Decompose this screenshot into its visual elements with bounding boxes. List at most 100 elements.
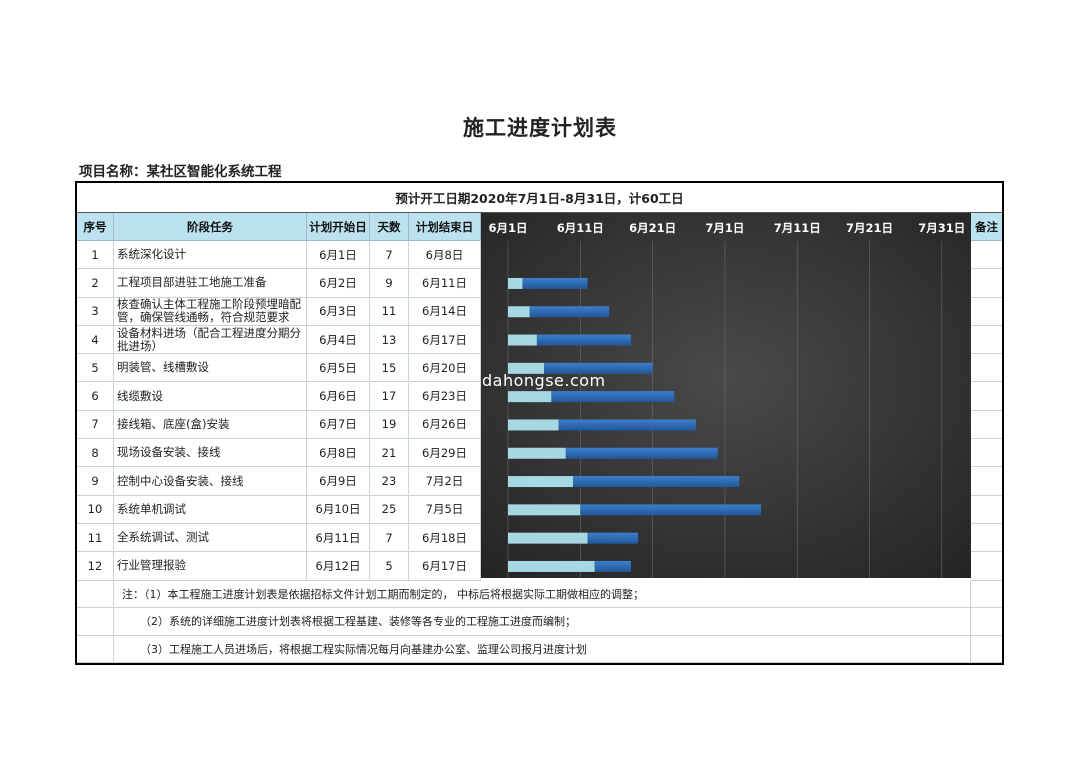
row-4-start: 6月4日 <box>307 325 370 355</box>
note-1-remark <box>971 581 1002 609</box>
row-4-end: 6月17日 <box>409 325 481 355</box>
row-11-no: 11 <box>77 524 114 553</box>
row-3-start: 6月3日 <box>307 297 370 326</box>
row-11-end: 6月18日 <box>409 524 481 553</box>
row-8-no: 8 <box>77 439 114 468</box>
row-5-days: 15 <box>370 354 409 383</box>
bar-duration-11 <box>587 532 639 544</box>
header-start: 计划开始日 <box>307 213 370 241</box>
row-12-end: 6月17日 <box>409 552 481 581</box>
row-1-start: 6月1日 <box>307 241 370 270</box>
bar-offset-8 <box>508 447 566 459</box>
row-1-days: 7 <box>370 241 409 270</box>
bar-duration-12 <box>594 560 631 572</box>
bar-offset-7 <box>508 419 559 431</box>
row-8-start: 6月8日 <box>307 439 370 468</box>
row-12-days: 5 <box>370 552 409 581</box>
row-4-days: 13 <box>370 325 409 355</box>
bar-offset-10 <box>508 504 581 516</box>
row-11-days: 7 <box>370 524 409 553</box>
row-2-days: 9 <box>370 269 409 298</box>
bar-offset-2 <box>508 277 523 289</box>
bar-offset-11 <box>508 532 588 544</box>
row-5-remark <box>971 354 1002 383</box>
row-1-no: 1 <box>77 241 114 270</box>
row-1-task: 系统深化设计 <box>114 241 307 270</box>
project-name: 项目名称：某社区智能化系统工程 <box>79 164 282 180</box>
header-no: 序号 <box>77 213 114 241</box>
schedule-banner: 预计开工日期2020年7月1日-8月31日，计60工日 <box>77 183 1002 213</box>
row-3-task: 核查确认主体工程施工阶段预埋暗配管，确保管线通畅，符合规范要求 <box>114 297 307 326</box>
schedule-table: 预计开工日期2020年7月1日-8月31日，计60工日 序号 阶段任务 计划开始… <box>75 181 1004 665</box>
note-1-spacer <box>77 581 114 609</box>
row-2-no: 2 <box>77 269 114 298</box>
row-5-task: 明装管、线槽敷设 <box>114 354 307 383</box>
row-3-no: 3 <box>77 297 114 326</box>
row-1-end: 6月8日 <box>409 241 481 270</box>
row-7-start: 6月7日 <box>307 410 370 440</box>
bar-duration-3 <box>529 306 610 318</box>
row-9-days: 23 <box>370 467 409 496</box>
row-12-start: 6月12日 <box>307 552 370 581</box>
page-title: 施工进度计划表 <box>463 116 617 140</box>
bar-duration-4 <box>536 334 631 346</box>
row-9-start: 6月9日 <box>307 467 370 496</box>
row-2-end: 6月11日 <box>409 269 481 298</box>
bar-offset-3 <box>508 306 530 318</box>
note-2-spacer <box>77 608 114 636</box>
row-4-no: 4 <box>77 325 114 355</box>
bar-offset-9 <box>508 476 574 488</box>
note-3: （3）工程施工人员进场后，将根据工程实际情况每月向基建办公室、监理公司报月进度计… <box>114 635 971 663</box>
row-2-remark <box>971 269 1002 298</box>
row-3-remark <box>971 298 1002 326</box>
note-2-remark <box>971 608 1002 636</box>
header-remark: 备注 <box>971 213 1002 241</box>
row-6-task: 线缆敷设 <box>114 382 307 411</box>
bar-duration-8 <box>565 447 718 459</box>
row-12-remark <box>971 552 1002 581</box>
row-6-days: 17 <box>370 382 409 411</box>
note-1: 注：（1）本工程施工进度计划表是依据招标文件计划工期而制定的， 中标后将根据实际… <box>114 581 971 609</box>
row-5-no: 5 <box>77 354 114 383</box>
x-tick-label-4: 7月1日 <box>705 221 744 235</box>
row-7-no: 7 <box>77 410 114 440</box>
x-tick-label-3: 6月21日 <box>629 221 676 235</box>
bar-offset-5 <box>508 362 545 374</box>
bar-duration-9 <box>573 476 740 488</box>
bar-duration-2 <box>522 277 588 289</box>
bar-duration-7 <box>558 419 696 431</box>
row-8-days: 21 <box>370 439 409 468</box>
row-8-remark <box>971 439 1002 468</box>
row-2-task: 工程项目部进驻工地施工准备 <box>114 269 307 298</box>
header-task: 阶段任务 <box>114 213 307 241</box>
row-10-start: 6月10日 <box>307 495 370 524</box>
row-4-task: 设备材料进场（配合工程进度分期分批进场） <box>114 325 307 355</box>
row-7-end: 6月26日 <box>409 410 481 440</box>
row-9-remark <box>971 467 1002 496</box>
row-6-remark <box>971 383 1002 411</box>
row-10-remark <box>971 496 1002 524</box>
x-tick-label-2: 6月11日 <box>557 221 604 235</box>
row-9-task: 控制中心设备安装、接线 <box>114 467 307 496</box>
row-6-start: 6月6日 <box>307 382 370 411</box>
row-7-task: 接线箱、底座(盒)安装 <box>114 410 307 440</box>
row-3-end: 6月14日 <box>409 297 481 326</box>
row-9-end: 7月2日 <box>409 467 481 496</box>
row-8-task: 现场设备安装、接线 <box>114 439 307 468</box>
bar-offset-4 <box>508 334 537 346</box>
x-tick-label-6: 7月21日 <box>846 221 893 235</box>
gantt-chart: 6月1日 6月11日 6月21日 7月1日 7月11日 7月21日 7月31日 <box>481 213 971 578</box>
x-tick-label-7: 7月31日 <box>918 221 965 235</box>
row-5-end: 6月20日 <box>409 354 481 383</box>
row-12-no: 12 <box>77 552 114 581</box>
row-7-remark <box>971 411 1002 440</box>
row-10-task: 系统单机调试 <box>114 495 307 524</box>
note-2: （2）系统的详细施工进度计划表将根据工程基建、装修等各专业的工程施工进度而编制； <box>114 608 971 636</box>
row-3-days: 11 <box>370 297 409 326</box>
row-11-task: 全系统调试、测试 <box>114 524 307 553</box>
row-10-no: 10 <box>77 495 114 524</box>
row-8-end: 6月29日 <box>409 439 481 468</box>
note-3-remark <box>971 636 1002 663</box>
row-6-no: 6 <box>77 382 114 411</box>
row-4-remark <box>971 326 1002 355</box>
